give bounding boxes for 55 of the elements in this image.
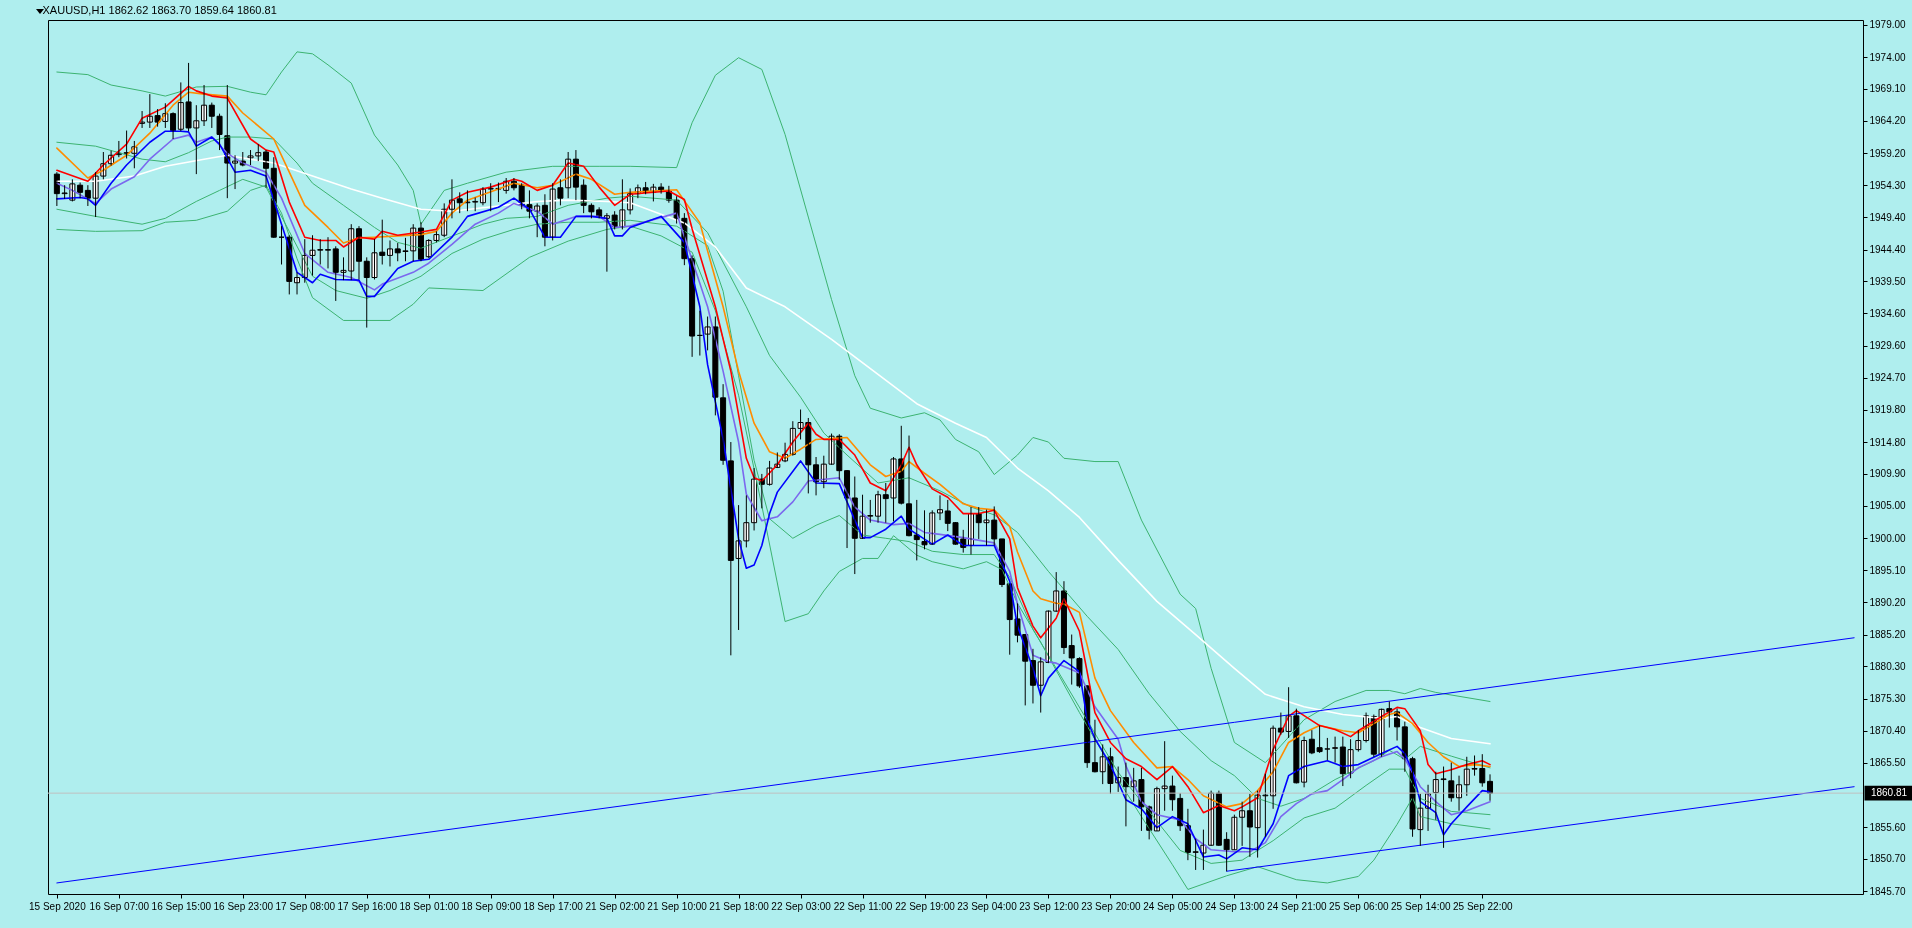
candlestick: [867, 499, 874, 524]
y-tick-label: 1924.70: [1869, 372, 1907, 384]
y-tick-label: 1944.40: [1869, 244, 1907, 256]
x-tick-label: 15 Sep 2020: [29, 900, 87, 912]
y-tick-label: 1855.60: [1869, 821, 1907, 833]
y-tick-label: 1959.20: [1869, 147, 1907, 159]
x-tick-label: 23 Sep 04:00: [957, 900, 1018, 912]
y-tick-label: 1919.80: [1869, 404, 1907, 416]
x-tick-label: 18 Sep 17:00: [523, 900, 584, 912]
x-tick-label: 24 Sep 05:00: [1143, 900, 1204, 912]
y-tick-label: 1850.70: [1869, 853, 1907, 865]
y-tick-label: 1954.30: [1869, 179, 1907, 191]
y-tick-label: 1939.50: [1869, 275, 1907, 287]
x-tick-label: 25 Sep 14:00: [1391, 900, 1451, 912]
x-tick-label: 24 Sep 13:00: [1205, 900, 1266, 912]
y-tick-label: 1979.00: [1869, 19, 1907, 31]
x-tick-label: 22 Sep 19:00: [895, 900, 956, 912]
ref-line-label: 1860.81: [1870, 787, 1908, 799]
x-tick-label: 18 Sep 09:00: [461, 900, 522, 912]
y-tick-label: 1969.10: [1869, 83, 1907, 95]
y-tick-label: 1875.30: [1869, 693, 1907, 705]
x-tick-label: 23 Sep 12:00: [1019, 900, 1080, 912]
y-tick-label: 1890.20: [1869, 596, 1907, 608]
x-tick-label: 16 Sep 23:00: [213, 900, 274, 912]
y-tick-label: 1909.90: [1869, 468, 1907, 480]
x-tick-label: 17 Sep 08:00: [275, 900, 336, 912]
y-tick-label: 1865.50: [1869, 757, 1907, 769]
x-tick-label: 16 Sep 07:00: [89, 900, 150, 912]
y-tick-label: 1845.70: [1869, 885, 1907, 897]
x-tick-label: 21 Sep 18:00: [709, 900, 770, 912]
x-tick-label: 25 Sep 22:00: [1453, 900, 1513, 912]
y-tick-label: 1949.40: [1869, 211, 1907, 223]
y-tick-label: 1900.00: [1869, 532, 1907, 544]
y-tick-label: 1934.60: [1869, 307, 1907, 319]
chart-title: XAUUSD,H1 1862.62 1863.70 1859.64 1860.81: [42, 3, 277, 16]
x-tick-label: 22 Sep 11:00: [833, 900, 893, 912]
x-tick-label: 21 Sep 10:00: [647, 900, 708, 912]
x-tick-label: 25 Sep 06:00: [1329, 900, 1390, 912]
x-tick-label: 17 Sep 16:00: [337, 900, 398, 912]
x-tick-label: 22 Sep 03:00: [771, 900, 832, 912]
y-tick-label: 1895.10: [1869, 564, 1907, 576]
x-tick-label: 18 Sep 01:00: [399, 900, 460, 912]
y-tick-label: 1885.20: [1869, 629, 1907, 641]
y-tick-label: 1929.60: [1869, 340, 1907, 352]
candlestick: [1192, 838, 1199, 871]
x-tick-label: 24 Sep 21:00: [1267, 900, 1328, 912]
x-tick-label: 21 Sep 02:00: [585, 900, 646, 912]
x-tick-label: 23 Sep 20:00: [1081, 900, 1142, 912]
y-tick-label: 1870.40: [1869, 725, 1907, 737]
y-tick-label: 1914.80: [1869, 436, 1907, 448]
y-tick-label: 1974.00: [1869, 51, 1907, 63]
x-tick-label: 16 Sep 15:00: [151, 900, 212, 912]
y-tick-label: 1964.20: [1869, 115, 1907, 127]
y-tick-label: 1905.00: [1869, 500, 1907, 512]
y-tick-label: 1880.30: [1869, 660, 1907, 672]
